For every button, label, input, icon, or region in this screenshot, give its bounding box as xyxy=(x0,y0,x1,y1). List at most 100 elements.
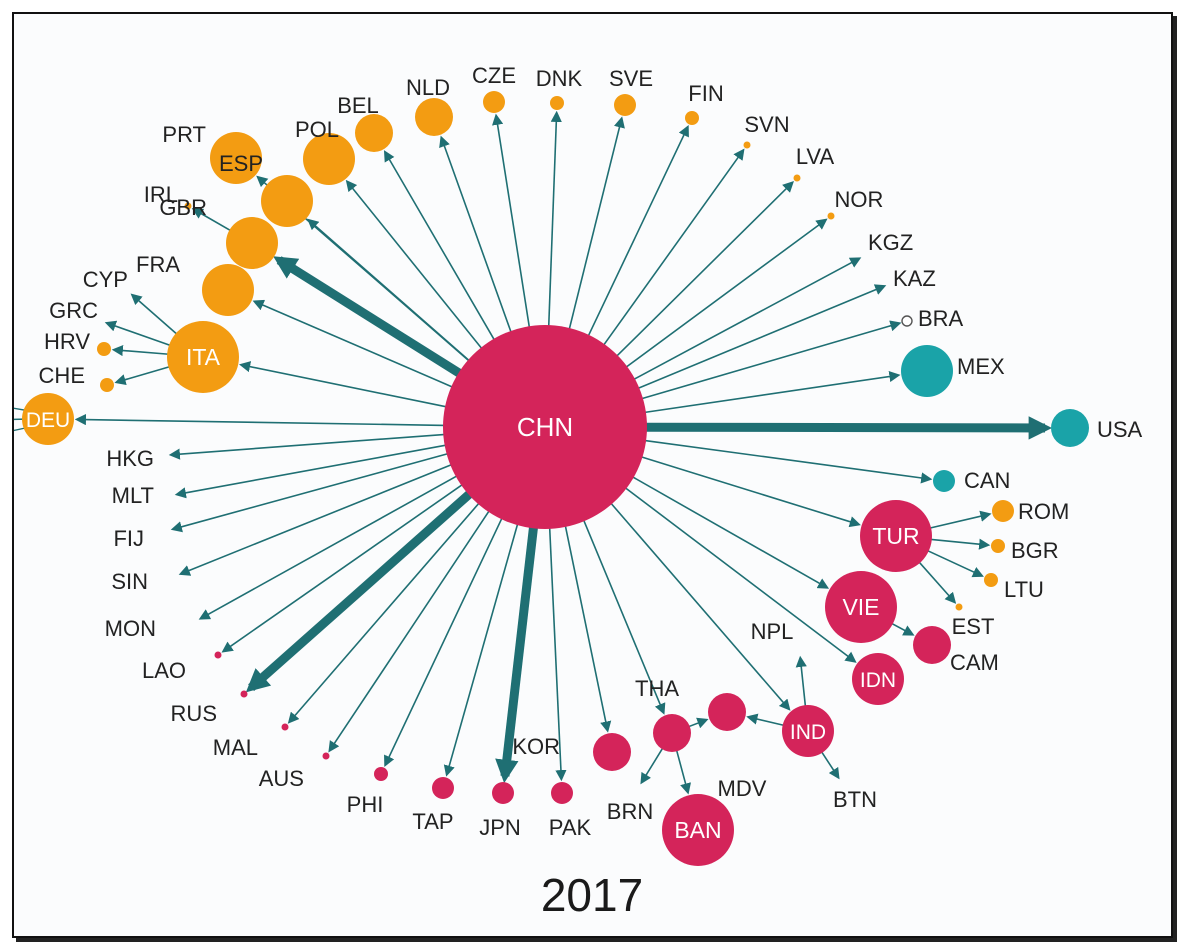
node-chn[interactable] xyxy=(443,325,647,529)
node-fin[interactable] xyxy=(685,111,699,125)
node-bel[interactable] xyxy=(355,114,393,152)
node-tur[interactable] xyxy=(860,500,932,572)
label-ltu: LTU xyxy=(1004,577,1044,602)
label-bgr: BGR xyxy=(1011,538,1059,563)
label-sin: SIN xyxy=(111,569,148,594)
edge-chn-bel xyxy=(383,150,496,341)
node-deu[interactable] xyxy=(22,393,74,445)
node-ita[interactable] xyxy=(167,321,239,393)
label-mdv: MDV xyxy=(718,776,767,801)
label-btn: BTN xyxy=(833,787,877,812)
edge-chn-kaz xyxy=(637,284,887,390)
edge-tha-brn xyxy=(640,747,664,785)
node-vie[interactable] xyxy=(825,571,897,643)
label-mal: MAL xyxy=(213,735,258,760)
label-cam: CAM xyxy=(950,650,999,675)
edge-ita-cyp xyxy=(130,293,178,336)
node-esp[interactable] xyxy=(261,175,313,227)
label-est: EST xyxy=(952,614,995,639)
edge-tur-est xyxy=(917,560,957,604)
node-bra[interactable] xyxy=(901,315,913,327)
edge-chn-usa xyxy=(644,416,1053,440)
node-sve[interactable] xyxy=(614,94,636,116)
node-tap[interactable] xyxy=(432,777,454,799)
node-kor[interactable] xyxy=(593,733,631,771)
edge-chn-mal xyxy=(287,502,481,724)
node-tha[interactable] xyxy=(653,714,691,752)
label-sve: SVE xyxy=(609,66,653,91)
edge-chn-idn xyxy=(624,486,857,663)
node-mal[interactable] xyxy=(281,723,289,731)
year-caption: 2017 xyxy=(540,869,644,921)
node-nld[interactable] xyxy=(415,98,453,136)
node-pak[interactable] xyxy=(551,782,573,804)
label-mlt: MLT xyxy=(112,483,154,508)
node-bgr[interactable] xyxy=(991,539,1005,553)
label-brn: BRN xyxy=(607,799,653,824)
edge-ind-mdv xyxy=(746,713,785,727)
edge-chn-jpn xyxy=(495,525,539,784)
edge-tur-bgr xyxy=(929,538,991,550)
node-rus[interactable] xyxy=(240,690,248,698)
label-hkg: HKG xyxy=(106,446,154,471)
node-hrv[interactable] xyxy=(97,342,111,356)
edge-chn-kgz xyxy=(632,257,862,381)
edge-deu-offscreen-3 xyxy=(14,426,31,432)
node-pol[interactable] xyxy=(303,133,355,185)
label-aus: AUS xyxy=(259,766,304,791)
node-lao[interactable] xyxy=(214,651,222,659)
label-esp: ESP xyxy=(219,151,263,176)
edge-ind-btn xyxy=(820,750,840,780)
node-jpn[interactable] xyxy=(492,782,514,804)
edge-chn-cze xyxy=(492,113,531,329)
node-che[interactable] xyxy=(100,378,114,392)
node-mex[interactable] xyxy=(901,345,953,397)
node-dnk[interactable] xyxy=(550,96,564,110)
node-usa[interactable] xyxy=(1051,409,1089,447)
node-est[interactable] xyxy=(955,603,963,611)
label-npl: NPL xyxy=(751,619,794,644)
node-mdv[interactable] xyxy=(708,693,746,731)
node-cze[interactable] xyxy=(483,91,505,113)
label-ita: ITA xyxy=(186,344,221,370)
edge-chn-phi xyxy=(384,517,503,767)
edge-chn-svn xyxy=(602,148,745,347)
label-dnk: DNK xyxy=(536,66,583,91)
label-kaz: KAZ xyxy=(893,266,936,291)
node-irl[interactable] xyxy=(184,202,192,210)
node-gbr[interactable] xyxy=(226,217,278,269)
edge-chn-kor xyxy=(564,524,612,733)
edge-chn-mex xyxy=(643,370,901,414)
node-phi[interactable] xyxy=(374,767,388,781)
edge-ita-che xyxy=(114,365,171,386)
edge-chn-bra xyxy=(640,320,902,400)
label-grc: GRC xyxy=(49,298,98,323)
label-phi: PHI xyxy=(347,792,384,817)
node-ltu[interactable] xyxy=(984,573,998,587)
label-rom: ROM xyxy=(1018,499,1069,524)
node-cam[interactable] xyxy=(913,626,951,664)
node-can[interactable] xyxy=(933,470,955,492)
edge-ita-grc xyxy=(104,320,172,347)
label-fin: FIN xyxy=(688,81,723,106)
node-prt[interactable] xyxy=(210,132,262,184)
edge-chn-sin xyxy=(178,463,453,576)
edge-chn-nld xyxy=(439,135,513,334)
node-svn[interactable] xyxy=(743,141,751,149)
node-aus[interactable] xyxy=(322,752,330,760)
node-rom[interactable] xyxy=(992,500,1014,522)
node-ban[interactable] xyxy=(662,794,734,866)
label-jpn: JPN xyxy=(479,815,521,840)
node-ind[interactable] xyxy=(782,705,834,757)
label-rus: RUS xyxy=(171,701,217,726)
node-lva[interactable] xyxy=(793,174,801,182)
label-mon: MON xyxy=(105,616,156,641)
node-fra[interactable] xyxy=(202,264,254,316)
label-fra: FRA xyxy=(136,252,180,277)
label-lva: LVA xyxy=(796,144,835,169)
node-nor[interactable] xyxy=(827,212,835,220)
edge-chn-nor xyxy=(624,218,828,369)
node-idn[interactable] xyxy=(852,653,904,705)
edge-chn-pol xyxy=(345,179,483,350)
